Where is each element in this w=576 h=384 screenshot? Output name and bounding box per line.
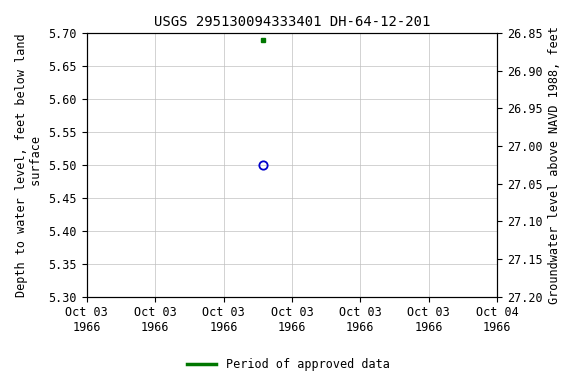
Y-axis label: Groundwater level above NAVD 1988, feet: Groundwater level above NAVD 1988, feet	[548, 26, 561, 304]
Y-axis label: Depth to water level, feet below land
 surface: Depth to water level, feet below land su…	[15, 33, 43, 297]
Legend: Period of approved data: Period of approved data	[182, 354, 394, 376]
Title: USGS 295130094333401 DH-64-12-201: USGS 295130094333401 DH-64-12-201	[154, 15, 430, 29]
